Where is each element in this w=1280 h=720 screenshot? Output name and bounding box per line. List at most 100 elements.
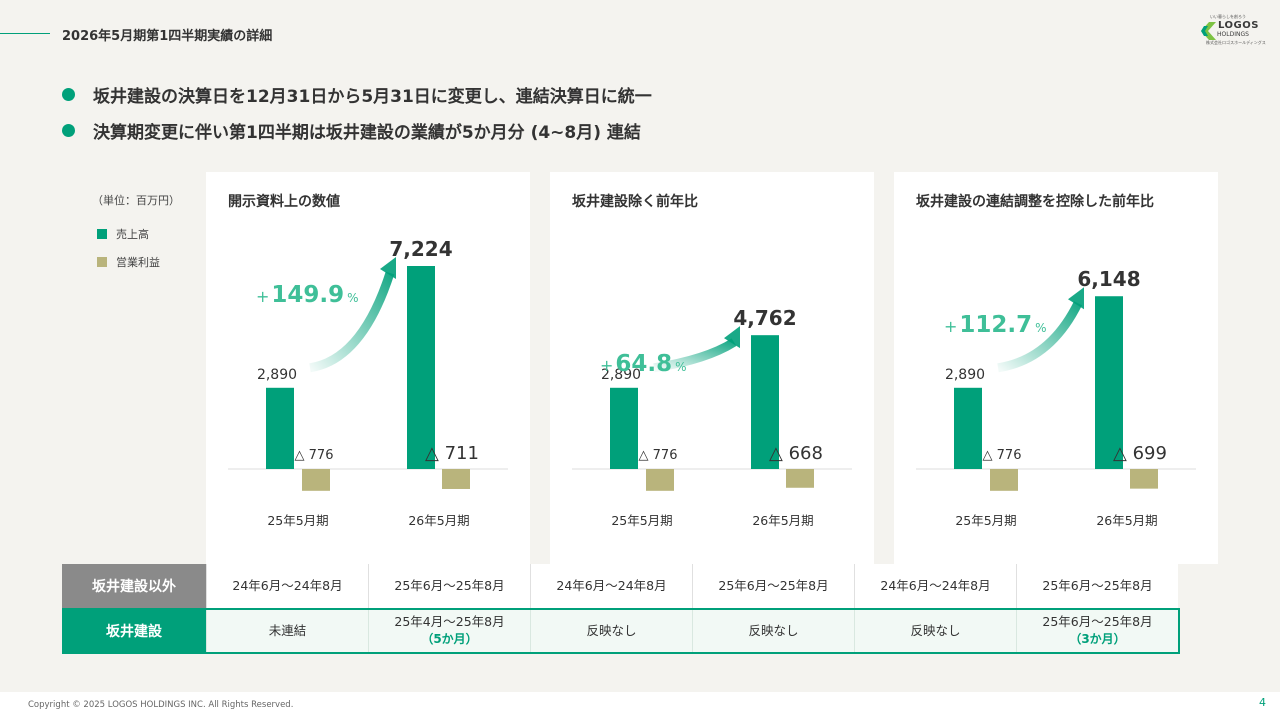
table-cell: 反映なし [530,610,692,652]
cell-note: （3か月） [1069,632,1126,647]
bar-profit [990,469,1018,491]
row-header-sakai: 坂井建設 [62,610,206,652]
growth-arrow [309,271,395,373]
table-cell: 24年6月～24年8月 [206,564,368,608]
growth-arrowhead [380,257,396,279]
chart-panel-adjusted: 坂井建設の連結調整を控除した前年比 2,890 △ 776 25年5月期 6,148 △… [894,172,1218,564]
table-cell: 25年4月～25年8月 （5か月） [368,610,530,652]
chart-disclosed: 2,890 △ 776 25年5月期 7,224 △ 711 26年5月期 +149.9% [228,237,508,528]
data-label-profit: △ 711 [425,443,479,464]
growth-label: +149.9% [256,282,359,308]
row-header-other: 坂井建設以外 [62,564,206,608]
growth-arrowhead [724,326,740,349]
data-label-profit: △ 776 [295,448,334,463]
bullet-item: 決算期変更に伴い第1四半期は坂井建設の業績が5か月分 (4~8月) 連結 [62,112,652,148]
data-label-profit: △ 699 [1113,443,1167,464]
chart-panel-disclosed: 開示資料上の数値 2,890 △ 776 25年5月期 7,224 △ 711 26年5月… [206,172,530,564]
category-label: 26年5月期 [1096,513,1157,528]
data-label-profit: △ 668 [769,443,823,464]
legend-profit: 営業利益 [97,254,160,270]
cell-text: 25年4月～25年8月 [394,614,505,630]
bar-sales [954,387,982,469]
bar-profit [646,469,674,491]
table-cell: 25年6月～25年8月 （3か月） [1016,610,1178,652]
cell-text: 25年6月～25年8月 [394,577,505,593]
bar-sales [610,387,638,469]
table-cell: 24年6月～24年8月 [530,564,692,608]
table-row-sakai: 坂井建設 未連結 25年4月～25年8月 （5か月） 反映なし 反映なし 反映なし… [62,608,1180,654]
legend-swatch-profit [97,257,107,267]
growth-unit: % [1035,321,1046,335]
data-label-sales: 4,762 [733,306,796,330]
data-label-profit: △ 776 [983,448,1022,463]
bullet-text: 坂井建設の決算日を12月31日から5月31日に変更し、連結決算日に統一 [93,86,652,107]
data-label-sales: 6,148 [1077,267,1140,291]
growth-sign: + [600,356,613,375]
bar-profit [442,469,470,489]
legend-label-sales: 売上高 [116,228,149,241]
data-label-sales: 7,224 [389,237,452,261]
bullet-text: 決算期変更に伴い第1四半期は坂井建設の業績が5か月分 (4~8月) 連結 [93,122,641,143]
data-label-sales: 2,890 [601,367,641,383]
table-row-other: 坂井建設以外 24年6月～24年8月 25年6月～25年8月 24年6月～24年… [62,564,1178,608]
growth-label: +112.7% [944,312,1047,338]
growth-arrowhead [1068,287,1084,310]
category-label: 25年5月期 [611,513,672,528]
logo-name: LOGOS [1218,20,1259,31]
logo-tagline: いい暮らしを創ろう [1210,14,1246,19]
growth-value: 112.7 [959,312,1032,338]
bar-sales [1095,296,1123,469]
cell-note: （5か月） [421,632,478,647]
bar-profit [786,469,814,488]
cell-text: 反映なし [586,622,637,638]
cell-text: 24年6月～24年8月 [556,577,667,593]
growth-sign: + [944,317,957,336]
table-cell: 反映なし [854,610,1016,652]
logo-company: 株式会社ロゴスホールディングス [1206,40,1266,45]
header-accent-line [0,33,50,34]
category-label: 25年5月期 [955,513,1016,528]
table-cell: 反映なし [692,610,854,652]
bar-sales [407,266,435,469]
bullet-item: 坂井建設の決算日を12月31日から5月31日に変更し、連結決算日に統一 [62,76,652,112]
table-cell: 25年6月～25年8月 [368,564,530,608]
chart-panel-excl-sakai: 坂井建設除く前年比 2,890 △ 776 25年5月期 4,762 △ 668 26年5… [550,172,874,564]
growth-value: 149.9 [271,282,344,308]
cell-text: 未連結 [268,622,307,638]
logo-chevron-icon [1201,22,1216,40]
chart-adjusted: 2,890 △ 776 25年5月期 6,148 △ 699 26年5月期 +112.7% [916,267,1196,528]
data-label-sales: 2,890 [257,367,297,383]
bar-profit [302,469,330,491]
cell-text: 25年6月～25年8月 [1042,614,1153,630]
growth-sign: + [256,287,269,306]
category-label: 25年5月期 [267,513,328,528]
cell-text: 24年6月～24年8月 [880,577,991,593]
bullet-dot-icon [62,123,75,137]
chart-title: 坂井建設除く前年比 [572,194,698,210]
growth-arrow [653,338,737,373]
cell-text: 反映なし [910,622,961,638]
chart-excl-sakai: 2,890 △ 776 25年5月期 4,762 △ 668 26年5月期 +64.8% [572,306,852,528]
bullet-list: 坂井建設の決算日を12月31日から5月31日に変更し、連結決算日に統一 決算期変… [62,76,652,148]
table-cell: 未連結 [206,610,368,652]
page-title: 2026年5月期第1四半期実績の詳細 [62,29,273,44]
chart-title: 坂井建設の連結調整を控除した前年比 [916,194,1154,210]
data-label-profit: △ 776 [639,448,678,463]
cell-text: 25年6月～25年8月 [718,577,829,593]
bullet-dot-icon [62,87,75,101]
cell-text: 24年6月～24年8月 [232,577,343,593]
company-logo: いい暮らしを創ろう LOGOS HOLDINGS 株式会社ロゴスホールディングス [1198,14,1268,48]
page-number: 4 [1259,696,1266,709]
category-label: 26年5月期 [408,513,469,528]
growth-arrow [997,301,1083,373]
footer: Copyright © 2025 LOGOS HOLDINGS INC. All… [0,692,1280,720]
copyright: Copyright © 2025 LOGOS HOLDINGS INC. All… [28,700,294,710]
legend-swatch-sales [97,229,107,239]
logo-sub: HOLDINGS [1217,31,1249,38]
bar-sales [266,387,294,469]
table-cell: 24年6月～24年8月 [854,564,1016,608]
bar-sales [751,335,779,469]
cell-text: 25年6月～25年8月 [1042,577,1153,593]
table-cell: 25年6月～25年8月 [1016,564,1178,608]
data-label-sales: 2,890 [945,367,985,383]
